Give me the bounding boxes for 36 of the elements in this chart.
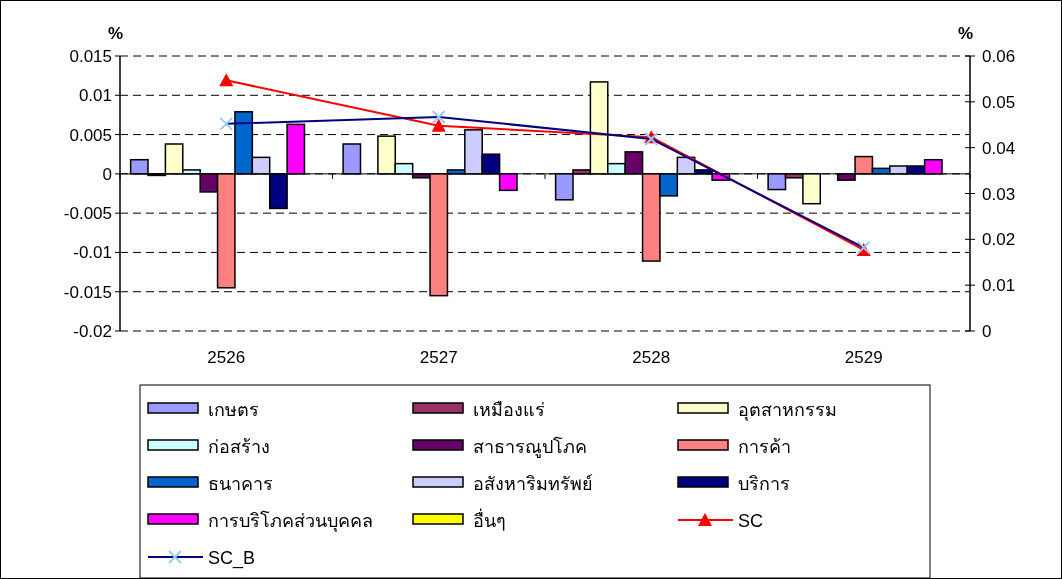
x-tick-label: 2527 [419, 348, 458, 367]
legend-label: อสังหาริมทรัพย์ [473, 474, 593, 494]
legend-label: สาธารณูปโภค [473, 436, 587, 458]
y2-axis-title: % [958, 24, 974, 43]
point [219, 73, 234, 87]
point [431, 118, 446, 132]
y-axis-title: % [108, 24, 124, 43]
x-tick-label: 2528 [632, 348, 671, 367]
y2-tick-label: 0.02 [982, 230, 1016, 250]
legend-label: การค้า [738, 437, 791, 457]
y2-tick-label: 0.04 [982, 138, 1016, 158]
legend-label: บริการ [738, 474, 790, 494]
x-tick-label: 2529 [844, 348, 883, 367]
legend-label: การบริโภคส่วนบุคคล [208, 510, 373, 532]
x-tick-label: 2526 [207, 348, 246, 367]
legend-label: ก่อสร้าง [208, 437, 270, 457]
y-tick-label: 0.005 [69, 125, 112, 145]
y-tick-label: -0.01 [73, 243, 112, 263]
y-tick-label: -0.005 [63, 204, 112, 224]
y2-tick-label: 0.06 [982, 47, 1016, 66]
y-tick-label: 0.01 [78, 86, 112, 106]
legend-label: เหมืองแร่ [473, 400, 545, 420]
y2-tick-label: 0.01 [982, 276, 1016, 296]
legend-label: SC_B [208, 548, 256, 569]
y2-tick-label: 0.05 [982, 92, 1016, 112]
y-tick-label: -0.02 [73, 322, 112, 341]
y-tick-label: 0 [102, 164, 112, 184]
y-tick-label: 0.015 [69, 47, 112, 66]
legend-label: อุตสาหกรรม [738, 400, 837, 421]
legend-label: เกษตร [208, 400, 259, 420]
y2-tick-label: 0.03 [982, 184, 1016, 204]
legend-label: อื่นๆ [473, 508, 506, 531]
y2-tick-label: 0 [982, 322, 992, 341]
legend-label: ธนาคาร [208, 474, 273, 494]
y-tick-label: -0.015 [63, 282, 112, 302]
legend-label: SC [738, 511, 764, 531]
